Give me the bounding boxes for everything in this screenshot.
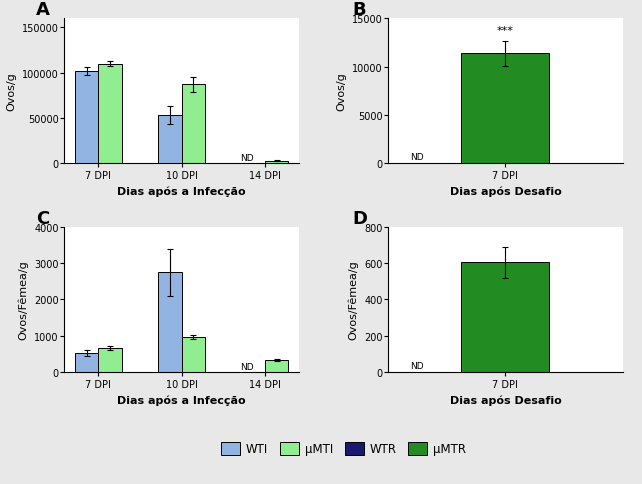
Text: ND: ND xyxy=(241,362,254,371)
Legend: WTI, μMTI, WTR, μMTR: WTI, μMTI, WTR, μMTR xyxy=(221,441,466,455)
Y-axis label: Ovos/Fêmea/g: Ovos/Fêmea/g xyxy=(18,260,28,340)
X-axis label: Dias após Desafio: Dias após Desafio xyxy=(449,394,561,405)
Bar xyxy=(75,72,98,164)
Text: C: C xyxy=(36,210,49,227)
Bar xyxy=(462,263,550,372)
Bar xyxy=(182,85,205,164)
Text: ND: ND xyxy=(241,153,254,163)
Y-axis label: Ovos/Fêmea/g: Ovos/Fêmea/g xyxy=(348,260,358,340)
Bar xyxy=(462,54,550,164)
Bar xyxy=(158,116,182,164)
Bar xyxy=(75,353,98,372)
Bar xyxy=(265,161,288,164)
Bar xyxy=(98,348,121,372)
Bar xyxy=(158,272,182,372)
Text: D: D xyxy=(353,210,368,227)
Bar xyxy=(98,64,121,164)
X-axis label: Dias após a Infecção: Dias após a Infecção xyxy=(117,394,246,405)
Bar xyxy=(182,337,205,372)
X-axis label: Dias após Desafio: Dias após Desafio xyxy=(449,186,561,197)
Y-axis label: Ovos/g: Ovos/g xyxy=(336,72,346,111)
Y-axis label: Ovos/g: Ovos/g xyxy=(6,72,16,111)
Text: A: A xyxy=(36,1,50,19)
Text: ND: ND xyxy=(411,362,424,371)
Text: ND: ND xyxy=(411,153,424,162)
Bar xyxy=(265,360,288,372)
Text: B: B xyxy=(353,1,367,19)
Text: ***: *** xyxy=(497,26,514,36)
X-axis label: Dias após a Infecção: Dias após a Infecção xyxy=(117,186,246,197)
